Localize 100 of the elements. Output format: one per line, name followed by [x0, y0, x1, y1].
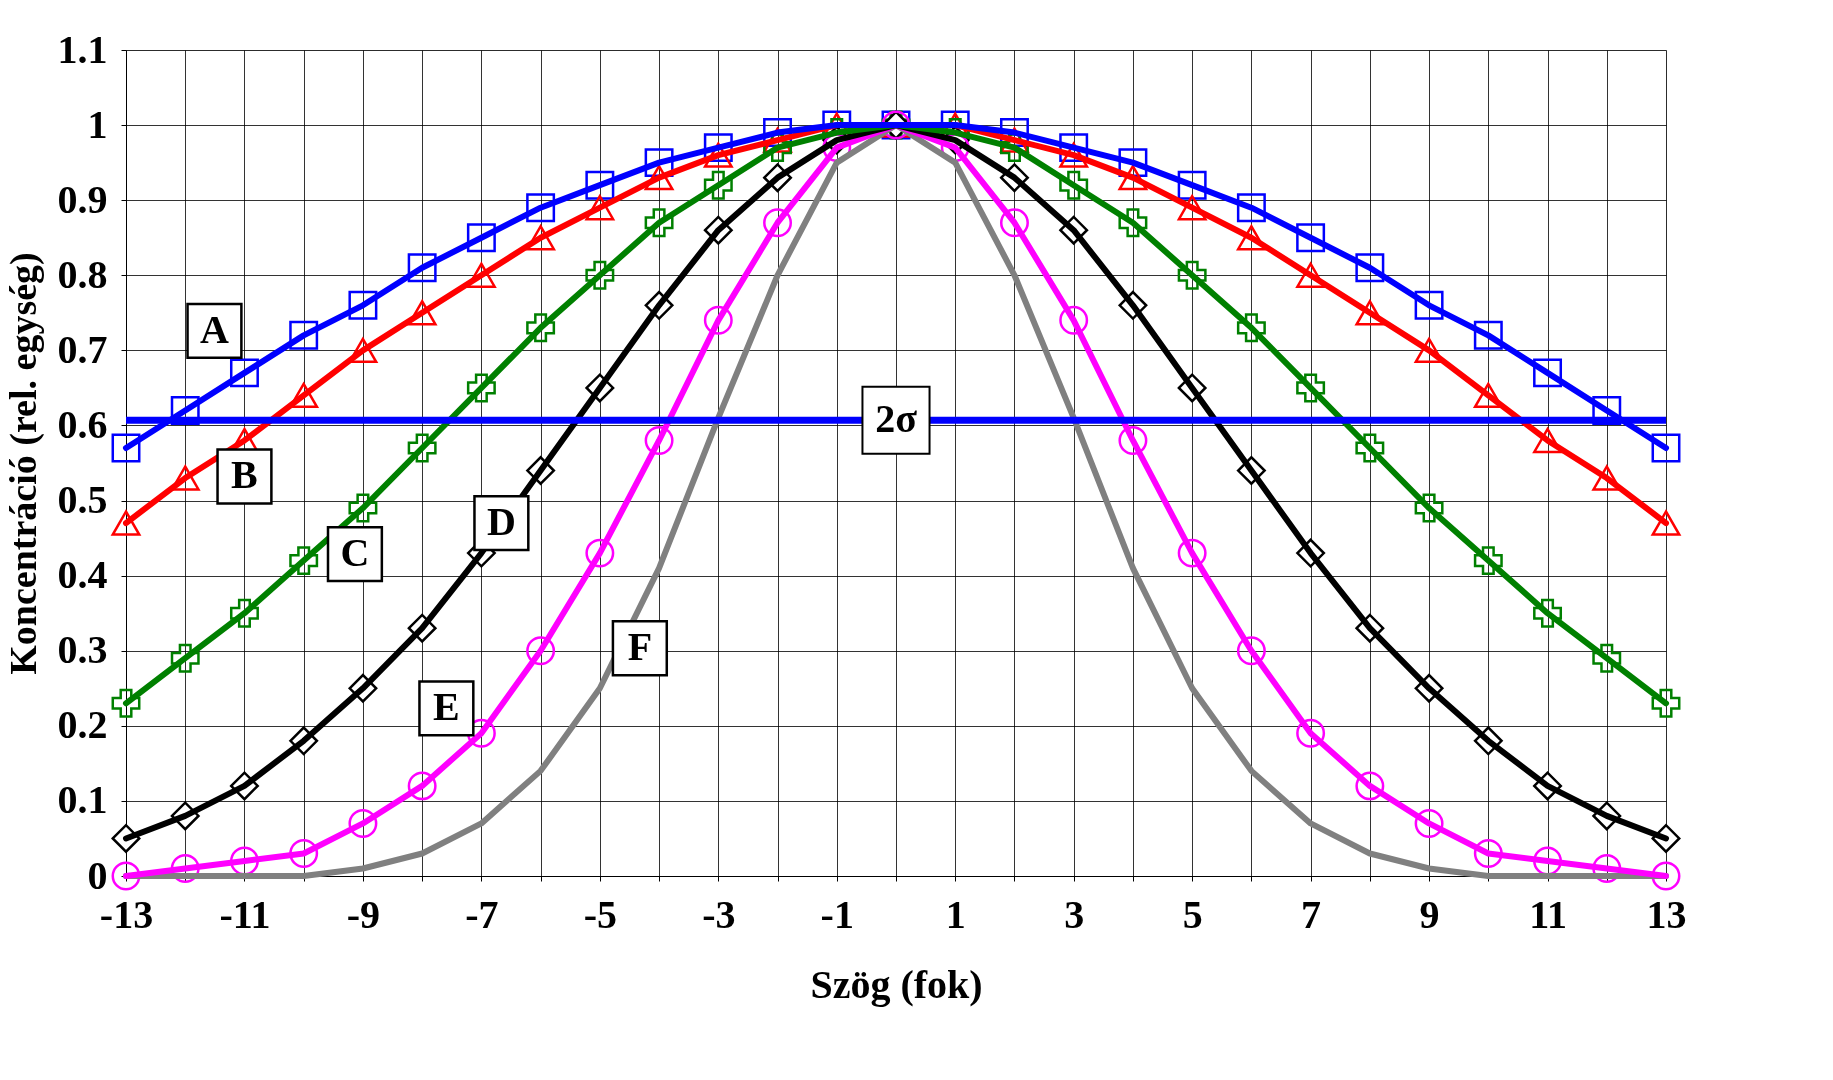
point — [1533, 598, 1563, 628]
x-tick-label: 9 — [1419, 891, 1440, 937]
point — [289, 839, 319, 868]
y-tick-label: 0.6 — [57, 401, 108, 447]
x-axis-title: Szög (fok) — [810, 961, 983, 1007]
point — [1533, 427, 1563, 454]
point — [1236, 636, 1266, 666]
point — [1651, 861, 1681, 891]
point — [1059, 305, 1089, 335]
point — [585, 260, 615, 290]
point — [170, 643, 200, 673]
point — [348, 493, 378, 523]
point — [999, 208, 1029, 238]
point — [1651, 688, 1681, 718]
point — [466, 373, 496, 403]
point — [170, 395, 200, 425]
point — [466, 262, 496, 288]
series-label: B — [231, 452, 258, 498]
point — [466, 223, 496, 253]
point — [1592, 643, 1622, 673]
point — [1473, 320, 1503, 350]
point — [1651, 433, 1681, 463]
point — [111, 688, 141, 718]
point — [1651, 510, 1681, 536]
point — [1414, 493, 1444, 523]
point — [1177, 260, 1207, 290]
series-label: D — [486, 499, 516, 545]
point — [1473, 839, 1503, 868]
point — [763, 208, 793, 238]
y-axis-title: Koncentráció (rel. egység) — [1, 252, 45, 675]
point — [1296, 718, 1326, 748]
ref-line-label: 2σ — [875, 396, 918, 442]
point — [1177, 194, 1207, 221]
y-tick-label: 1 — [87, 101, 108, 147]
y-tick-label: 0.7 — [57, 326, 108, 372]
point — [348, 290, 378, 320]
y-tick-label: 0.4 — [57, 552, 108, 598]
point — [407, 300, 437, 326]
point — [1059, 170, 1089, 200]
point — [1592, 395, 1622, 425]
point — [526, 193, 556, 223]
point — [407, 771, 437, 801]
point — [289, 320, 319, 350]
point — [1296, 373, 1326, 403]
point — [111, 861, 141, 891]
y-tick-label: 0.5 — [57, 477, 108, 523]
x-tick-label: -11 — [219, 891, 271, 937]
x-tick-label: -3 — [702, 891, 736, 937]
point — [1355, 253, 1385, 283]
point — [1236, 193, 1266, 223]
series-label: F — [627, 624, 653, 670]
point — [526, 636, 556, 666]
point — [229, 358, 259, 388]
point — [1118, 208, 1148, 238]
point — [1355, 771, 1385, 801]
y-tick-label: 0.2 — [57, 702, 108, 748]
point — [526, 313, 556, 343]
x-tick-label: -7 — [465, 891, 499, 937]
x-tick-label: 3 — [1064, 891, 1085, 937]
x-tick-label: 11 — [1529, 891, 1567, 937]
point — [1473, 546, 1503, 576]
point — [1118, 426, 1148, 455]
x-tick-label: 13 — [1646, 891, 1687, 937]
y-tick-label: 0.1 — [57, 777, 108, 823]
point — [229, 598, 259, 628]
point — [407, 253, 437, 283]
x-tick-label: 7 — [1301, 891, 1322, 937]
point — [1296, 223, 1326, 253]
y-tick-label: 0.8 — [57, 251, 108, 297]
point — [644, 164, 674, 191]
y-tick-label: 1.1 — [57, 26, 108, 72]
point — [111, 433, 141, 463]
point — [644, 208, 674, 238]
point — [111, 510, 141, 536]
point — [1236, 313, 1266, 343]
point — [1414, 290, 1444, 320]
point — [526, 225, 556, 251]
point — [585, 170, 615, 200]
point — [1355, 433, 1385, 463]
x-tick-label: -1 — [820, 891, 854, 937]
point — [1118, 164, 1148, 191]
series-label: E — [433, 684, 460, 730]
point — [1177, 170, 1207, 200]
x-tick-label: -9 — [346, 891, 381, 937]
point — [1236, 225, 1266, 251]
x-tick-label: 5 — [1182, 891, 1203, 937]
series-label: C — [340, 530, 370, 576]
point — [1414, 808, 1444, 838]
point — [1177, 538, 1207, 568]
y-tick-label: 0.3 — [57, 627, 108, 673]
point — [644, 426, 674, 455]
point — [1533, 358, 1563, 388]
point — [585, 538, 615, 568]
point — [348, 808, 378, 838]
point — [1296, 262, 1326, 288]
point — [407, 433, 437, 463]
point — [703, 170, 733, 200]
y-tick-label: 0.9 — [57, 176, 108, 222]
point — [289, 546, 319, 576]
x-tick-label: 1 — [945, 891, 966, 937]
